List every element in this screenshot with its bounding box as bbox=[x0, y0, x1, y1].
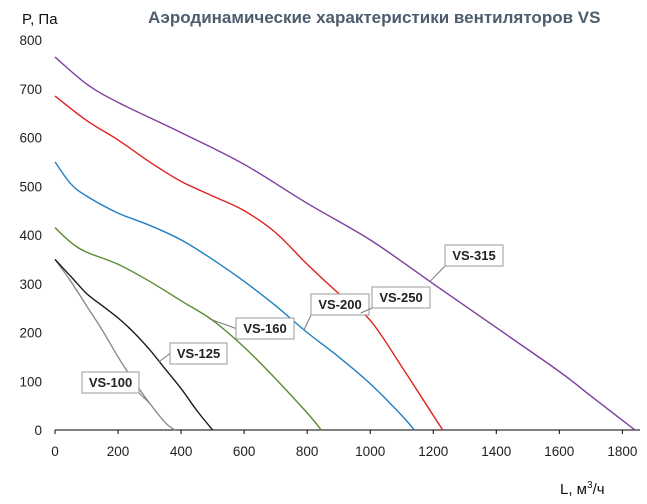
chart-title: Аэродинамические характеристики вентилят… bbox=[148, 8, 600, 27]
x-tick-label: 400 bbox=[170, 444, 193, 459]
callout-box bbox=[169, 342, 228, 365]
y-tick-label: 200 bbox=[19, 326, 42, 341]
callout-leader bbox=[209, 318, 237, 329]
x-axis-label: L, м3/ч bbox=[560, 480, 605, 498]
x-tick-label: 1000 bbox=[355, 444, 385, 459]
series-line-vs-160 bbox=[54, 227, 322, 431]
x-tick-label: 800 bbox=[296, 444, 319, 459]
callout-label: VS-200 bbox=[318, 297, 361, 312]
y-tick-label: 100 bbox=[19, 374, 42, 389]
callout-box bbox=[310, 293, 370, 316]
callout-leader bbox=[429, 265, 446, 282]
callout-leader bbox=[303, 314, 312, 331]
series-line-vs-200 bbox=[54, 161, 415, 431]
series-line-vs-100 bbox=[54, 258, 176, 431]
x-axis-label-main: L, м bbox=[560, 481, 587, 498]
callout-layer: VS-100 VS-125 VS-160 VS-200 VS-250 VS-315 bbox=[81, 244, 504, 404]
callout-leader bbox=[360, 307, 373, 314]
callout-label: VS-250 bbox=[379, 290, 422, 305]
callout-leader bbox=[158, 353, 171, 363]
y-axis-label: P, Па bbox=[22, 11, 58, 28]
callout-box bbox=[235, 317, 295, 340]
callout-label: VS-125 bbox=[177, 346, 220, 361]
x-tick-label: 1400 bbox=[481, 444, 511, 459]
y-tick-label: 0 bbox=[34, 423, 42, 438]
x-tick-label: 1200 bbox=[418, 444, 448, 459]
x-axis-label-tail: /ч bbox=[593, 481, 605, 498]
callout-vs-125: VS-125 bbox=[158, 342, 228, 365]
x-tick-label: 1600 bbox=[544, 444, 574, 459]
y-tick-label: 500 bbox=[19, 179, 42, 194]
y-tick-label: 700 bbox=[19, 82, 42, 97]
x-axis-ticks: 0 200 400 600 800 1000 1200 1400 1600 1800 bbox=[51, 430, 637, 459]
y-axis-ticks: 0 100 200 300 400 500 600 700 800 bbox=[19, 33, 42, 438]
y-tick-label: 300 bbox=[19, 277, 42, 292]
series-line-vs-315 bbox=[54, 56, 636, 431]
callout-leader bbox=[138, 392, 150, 404]
callout-label: VS-100 bbox=[89, 375, 132, 390]
callout-label: VS-315 bbox=[452, 248, 495, 263]
callout-vs-250: VS-250 bbox=[360, 286, 431, 314]
callout-box bbox=[371, 286, 431, 309]
series-layer bbox=[54, 56, 636, 431]
callout-box bbox=[81, 371, 140, 394]
x-axis-label-sup: 3 bbox=[587, 480, 593, 491]
y-tick-label: 400 bbox=[19, 228, 42, 243]
x-tick-label: 1800 bbox=[607, 444, 637, 459]
callout-vs-315: VS-315 bbox=[429, 244, 504, 282]
y-tick-label: 800 bbox=[19, 33, 42, 48]
x-tick-label: 600 bbox=[233, 444, 256, 459]
series-line-vs-250 bbox=[54, 95, 444, 431]
callout-vs-100: VS-100 bbox=[81, 371, 150, 404]
y-tick-label: 600 bbox=[19, 131, 42, 146]
callout-vs-200: VS-200 bbox=[303, 293, 370, 331]
x-tick-label: 0 bbox=[51, 444, 59, 459]
series-line-vs-125 bbox=[54, 258, 214, 431]
callout-label: VS-160 bbox=[243, 321, 286, 336]
x-tick-label: 200 bbox=[107, 444, 130, 459]
callout-vs-160: VS-160 bbox=[209, 317, 295, 340]
callout-box bbox=[444, 244, 504, 267]
